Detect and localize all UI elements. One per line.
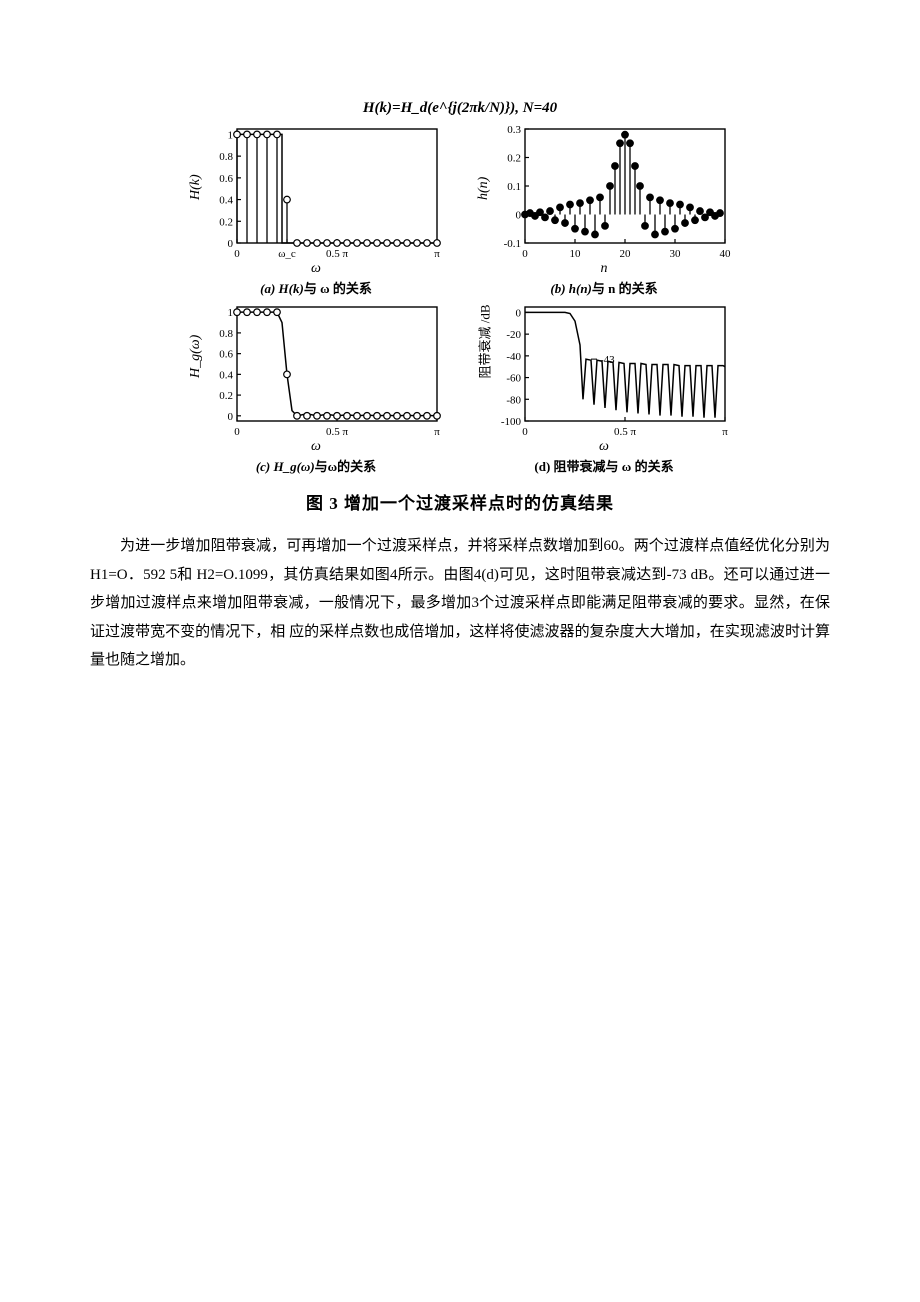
panel-a: H(k) 0 0.2 0.4 0.6 0.8 1 0 ω_c 0.5 π π ω (a) H(k)… <box>180 123 452 297</box>
svg-text:0.5 π: 0.5 π <box>614 426 637 438</box>
svg-text:ω_c: ω_c <box>278 248 296 260</box>
svg-text:π: π <box>434 426 440 438</box>
panel-d-svg: -100 -80 -60 -40 -20 0 0 0.5 π π -43 <box>491 301 731 441</box>
svg-text:0.2: 0.2 <box>219 390 233 402</box>
svg-text:0.3: 0.3 <box>507 124 521 136</box>
svg-text:0.5 π: 0.5 π <box>326 426 349 438</box>
panel-b-xlabel: n <box>601 261 608 277</box>
svg-text:0: 0 <box>522 426 528 438</box>
svg-text:1: 1 <box>228 307 234 319</box>
svg-text:20: 20 <box>620 248 632 260</box>
figure-3: H(k)=H_d(e^{j(2πk/N)}), N=40 H(k) 0 0.2 0.… <box>180 100 740 514</box>
panel-c-xlabel: ω <box>311 439 321 455</box>
figure-formula-title: H(k)=H_d(e^{j(2πk/N)}), N=40 <box>180 100 740 117</box>
panel-d-ylabel: 阻带衰减 /dB <box>475 364 494 378</box>
svg-text:0.8: 0.8 <box>219 328 233 340</box>
svg-text:0.2: 0.2 <box>507 153 521 165</box>
svg-text:0.4: 0.4 <box>219 369 233 381</box>
svg-text:0: 0 <box>516 307 522 319</box>
panel-c: H_g(ω) 0 0.2 0.4 0.6 0.8 1 0 0.5 π π ω (c) H_g(ω… <box>180 301 452 475</box>
svg-text:-100: -100 <box>501 416 522 428</box>
body-paragraph: 为进一步增加阻带衰减，可再增加一个过渡采样点，并将采样点数增加到60。两个过渡样… <box>90 532 830 675</box>
figure-caption: 图 3 增加一个过渡采样点时的仿真结果 <box>180 489 740 514</box>
panel-b: h(n) -0.100.10.20.3010203040 n (b) h(n)与… <box>468 123 740 297</box>
svg-text:0: 0 <box>234 426 240 438</box>
svg-text:-40: -40 <box>506 351 521 363</box>
panel-c-svg: 0 0.2 0.4 0.6 0.8 1 0 0.5 π π <box>203 301 443 441</box>
svg-text:0.1: 0.1 <box>507 181 521 193</box>
svg-text:0.8: 0.8 <box>219 151 233 163</box>
panel-d: 阻带衰减 /dB -100 -80 -60 -40 -20 0 0 0.5 π π -43 ω (… <box>468 301 740 475</box>
panel-c-subcaption: (c) H_g(ω)与ω的关系 <box>256 456 376 475</box>
svg-text:-20: -20 <box>506 329 521 341</box>
panel-b-subcaption: (b) h(n)与 n 的关系 <box>550 278 657 297</box>
svg-text:0: 0 <box>516 210 522 222</box>
svg-text:π: π <box>434 248 440 260</box>
svg-text:0.2: 0.2 <box>219 216 233 228</box>
panel-a-ylabel: H(k) <box>188 186 204 200</box>
svg-text:0: 0 <box>234 248 240 260</box>
svg-text:-43: -43 <box>600 354 615 366</box>
panel-a-svg: 0 0.2 0.4 0.6 0.8 1 0 ω_c 0.5 π π <box>203 123 443 263</box>
svg-text:-60: -60 <box>506 373 521 385</box>
panel-d-subcaption: (d) 阻带衰减与 ω 的关系 <box>534 456 673 475</box>
svg-text:0: 0 <box>522 248 528 260</box>
svg-text:0.6: 0.6 <box>219 173 233 185</box>
panel-d-xlabel: ω <box>599 439 609 455</box>
svg-text:40: 40 <box>720 248 732 260</box>
svg-text:π: π <box>722 426 728 438</box>
panel-a-subcaption: (a) H(k)与 ω 的关系 <box>260 278 372 297</box>
svg-text:30: 30 <box>670 248 682 260</box>
panel-c-ylabel: H_g(ω) <box>188 364 204 378</box>
svg-text:0.5 π: 0.5 π <box>326 248 349 260</box>
panel-b-ylabel: h(n) <box>476 186 492 200</box>
panel-b-svg: -0.100.10.20.3010203040 <box>491 123 731 263</box>
svg-text:1: 1 <box>228 129 234 141</box>
figure-panels: H(k) 00.20.40.60.810ω_c0.5 ππ ω (a) H(k)… <box>180 123 740 475</box>
svg-text:10: 10 <box>570 248 582 260</box>
svg-text:0.4: 0.4 <box>219 195 233 207</box>
svg-text:0.6: 0.6 <box>219 349 233 361</box>
svg-text:-80: -80 <box>506 394 521 406</box>
svg-text:0: 0 <box>228 238 234 250</box>
svg-text:0: 0 <box>228 411 234 423</box>
svg-text:-0.1: -0.1 <box>504 238 521 250</box>
panel-a-xlabel: ω <box>311 261 321 277</box>
